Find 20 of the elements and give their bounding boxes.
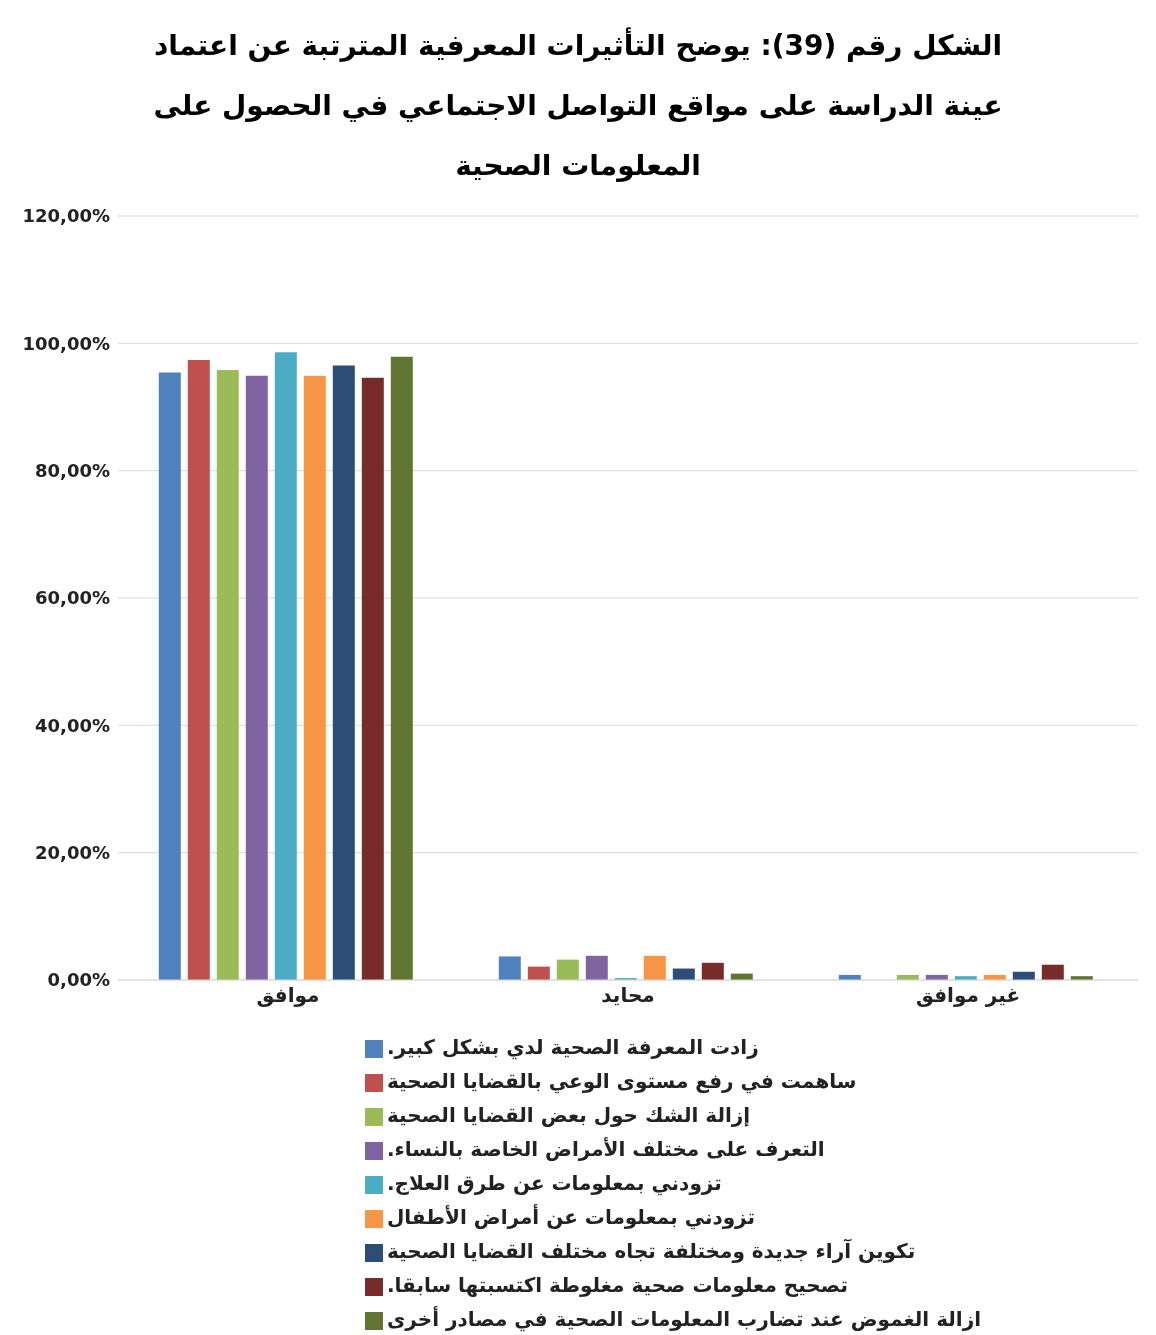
legend-label: تزودني بمعلومات عن أمراض الأطفال xyxy=(386,1205,756,1229)
y-tick-label: 20,00% xyxy=(35,842,110,864)
y-tick-label: 60,00% xyxy=(35,587,110,609)
legend-label: ازالة الغموض عند تضارب المعلومات الصحية في مصادر أخرى xyxy=(386,1307,982,1331)
y-tick-label: 40,00% xyxy=(35,714,110,736)
x-tick-label: غير موافق xyxy=(915,983,1021,1008)
y-tick-label: 0,00% xyxy=(47,969,110,991)
legend-label: التعرف على مختلف الأمراض الخاصة بالنساء. xyxy=(386,1137,825,1161)
legend-label: تصحيح معلومات صحية مغلوطة اكتسبتها سابقا. xyxy=(386,1273,848,1297)
x-tick-label: موافق xyxy=(256,983,320,1008)
y-tick-label: 80,00% xyxy=(35,460,110,482)
y-tick-label: 100,00% xyxy=(22,332,110,354)
legend-label: تزودني بمعلومات عن طرق العلاج. xyxy=(386,1171,722,1195)
legend-label: إزالة الشك حول بعض القضايا الصحية xyxy=(386,1103,751,1127)
legend-label: ساهمت في رفع مستوى الوعي بالقضايا الصحية xyxy=(386,1069,857,1093)
y-tick-label: 120,00% xyxy=(22,205,110,227)
chart-title: الشكل رقم (39): يوضح التأثيرات المعرفية المترتبة عن اعتماد عينة الدراسة على مواقع التواصل الاجتماعي في الحصول على المعلومات الصحية xyxy=(152,26,1004,184)
legend-label: تكوين آراء جديدة ومختلفة تجاه مختلف القضايا الصحية xyxy=(386,1239,916,1263)
x-tick-label: محايد xyxy=(601,983,655,1008)
legend-label: زادت المعرفة الصحية لدي بشكل كبير. xyxy=(386,1035,759,1059)
